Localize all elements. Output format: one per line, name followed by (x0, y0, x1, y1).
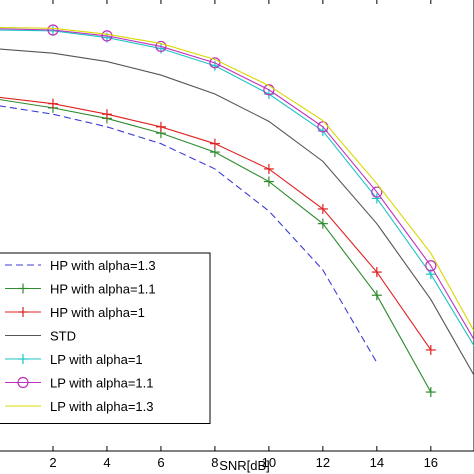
legend-label: HP with alpha=1.3 (50, 258, 156, 273)
data-point (47, 24, 59, 36)
legend: HP with alpha=1.3 HP with alpha=1.1 HP wit… (0, 252, 211, 424)
data-point (371, 193, 382, 204)
data-point (425, 260, 437, 272)
series-6 (0, 26, 474, 332)
data-point (47, 98, 58, 109)
data-point (263, 84, 275, 96)
data-point (263, 163, 274, 174)
legend-marker (18, 307, 28, 317)
series-line (0, 29, 474, 347)
series-2 (0, 96, 436, 355)
data-point (101, 30, 113, 42)
data-point (371, 267, 382, 278)
series-5 (0, 24, 474, 340)
data-point (317, 203, 328, 214)
legend-label: HP with alpha=1 (50, 305, 145, 320)
series-layer (0, 24, 474, 398)
x-axis-label: SNR[dB] (219, 458, 270, 473)
data-point (209, 57, 221, 69)
data-point (209, 138, 220, 149)
legend-entry: LP with alpha=1 (5, 352, 143, 367)
data-point (371, 186, 383, 198)
series-1 (0, 99, 436, 398)
x-tick-label: 12 (316, 455, 330, 470)
data-point (425, 387, 436, 398)
legend-label: LP with alpha=1.1 (50, 376, 153, 391)
legend-entry: HP with alpha=1.1 (5, 282, 156, 297)
legend-label: HP with alpha=1.1 (50, 282, 156, 297)
data-point (101, 109, 112, 120)
data-point (425, 344, 436, 355)
series-line (0, 28, 474, 340)
x-tick-label: 14 (370, 455, 384, 470)
x-axis-ticks: 2 4 6 8 10 12 14 16 (49, 0, 438, 470)
x-tick-label: 8 (211, 455, 218, 470)
legend-entry: LP with alpha=1.3 (5, 399, 153, 414)
legend-label: LP with alpha=1 (50, 352, 143, 367)
series-line (0, 48, 474, 376)
x-tick-label: 2 (49, 455, 56, 470)
series-3 (0, 48, 474, 376)
x-tick-label: 4 (103, 455, 110, 470)
x-tick-label: 6 (157, 455, 164, 470)
series-line (0, 26, 474, 332)
data-point (155, 121, 166, 132)
data-point (155, 40, 167, 53)
legend-entry: HP with alpha=1.3 (5, 258, 156, 273)
data-point (263, 176, 274, 187)
data-point (209, 147, 220, 158)
data-point (371, 290, 382, 301)
x-tick-label: 10 (262, 455, 276, 470)
legend-label: LP with alpha=1.3 (50, 399, 153, 414)
legend-entry: HP with alpha=1 (5, 305, 145, 320)
x-tick-label: 16 (424, 455, 438, 470)
legend-box (0, 252, 211, 424)
legend-marker (18, 283, 28, 294)
legend-marker (18, 354, 28, 364)
data-point (317, 218, 328, 229)
legend-marker (17, 376, 29, 389)
legend-label: STD (50, 329, 76, 344)
legend-entry: STD (5, 329, 76, 344)
legend-entry: LP with alpha=1.1 (5, 376, 153, 391)
